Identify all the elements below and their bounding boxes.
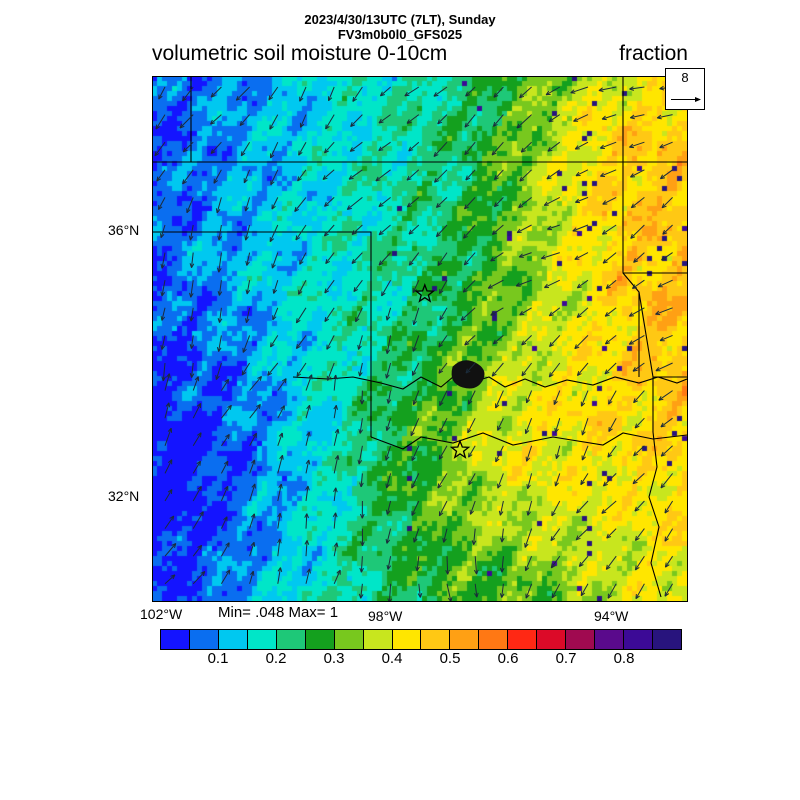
colorbar-tick-labels: 0.1 0.2 0.3 0.4 0.5 0.6 0.7 0.8 — [160, 650, 682, 670]
colorbar-swatch-4 — [276, 630, 306, 649]
lat-tick-label-36n: 36°N — [108, 222, 140, 238]
variable-header: volumetric soil moisture 0-10cm fraction — [152, 42, 688, 68]
colorbar-swatch-14 — [566, 630, 596, 649]
colorbar-swatch-11 — [479, 630, 509, 649]
title-datetime: 2023/4/30/13UTC (7LT), Sunday — [304, 12, 496, 27]
colorbar-tick-0.5: 0.5 — [439, 650, 461, 667]
units-label: fraction — [619, 42, 688, 65]
colorbar-tick-0.2: 0.2 — [265, 650, 287, 667]
colorbar-swatch-16 — [624, 630, 653, 649]
minmax-annotation: Min= .048 Max= 1 — [218, 604, 339, 621]
colorbar-swatch-1 — [189, 630, 219, 649]
colorbar-swatch-12 — [508, 630, 538, 649]
colorbar-swatch-10 — [450, 630, 480, 649]
colorbar-swatch-8 — [392, 630, 422, 649]
colorbar-swatch-0 — [161, 630, 190, 649]
colorbar-swatch-17 — [652, 630, 681, 649]
colorbar-tick-0.4: 0.4 — [381, 650, 403, 667]
colorbar-tick-0.7: 0.7 — [555, 650, 577, 667]
colorbar-tick-0.6: 0.6 — [497, 650, 519, 667]
wind-key-value: 8 — [681, 70, 689, 85]
colorbar-tick-0.8: 0.8 — [613, 650, 635, 667]
lat-tick-label-32n: 32°N — [108, 488, 140, 504]
colorbar-tick-0.1: 0.1 — [207, 650, 229, 667]
lon-tick-label-94w: 94°W — [594, 608, 629, 624]
title-block: 2023/4/30/13UTC (7LT), Sunday FV3m0b0l0_… — [0, 12, 800, 42]
colorbar-swatch-2 — [218, 630, 248, 649]
colorbar-swatch-15 — [595, 630, 624, 649]
soil-moisture-raster — [153, 77, 687, 601]
colorbar-swatch-3 — [247, 630, 277, 649]
colorbar-swatch-9 — [421, 630, 451, 649]
colorbar-swatch-7 — [363, 630, 393, 649]
lon-tick-label-98w: 98°W — [368, 608, 403, 624]
title-model-id: FV3m0b0l0_GFS025 — [337, 27, 463, 42]
lon-tick-label-102w: 102°W — [140, 606, 183, 622]
variable-title: volumetric soil moisture 0-10cm — [152, 42, 448, 65]
colorbar-swatch-5 — [305, 630, 335, 649]
colorbar-tick-0.3: 0.3 — [323, 650, 345, 667]
colorbar-swatch-6 — [334, 630, 364, 649]
wind-vector-key: 8 — [665, 68, 705, 110]
colorbar-swatch-13 — [537, 630, 567, 649]
map-plot-area[interactable] — [152, 76, 688, 602]
colorbar — [160, 629, 682, 650]
wind-vector-arrow-icon — [671, 97, 701, 102]
